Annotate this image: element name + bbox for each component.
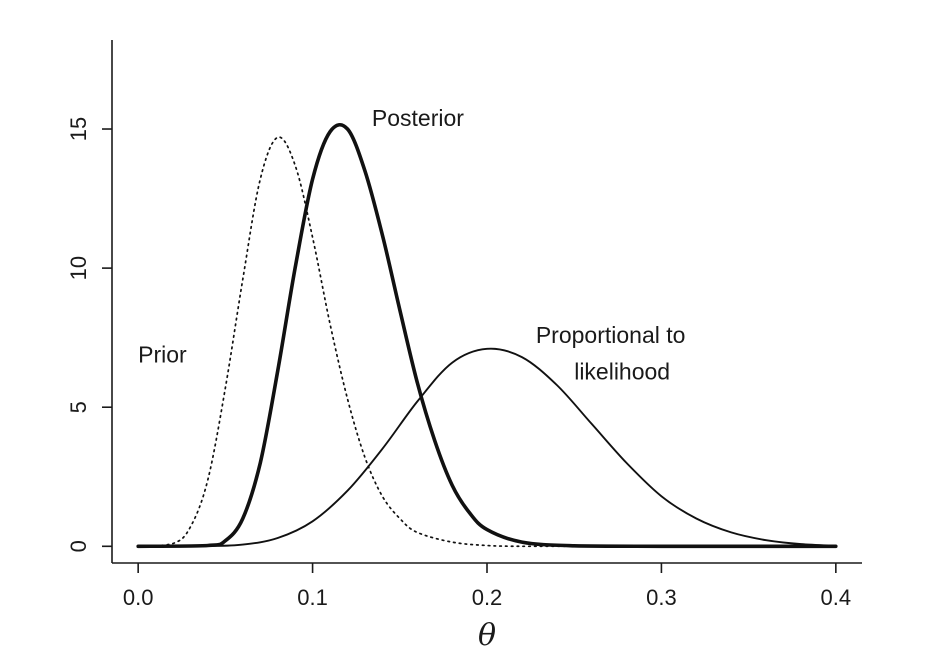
x-tick-label: 0.0 xyxy=(123,585,154,610)
proportional-to-likelihood-curve xyxy=(137,347,837,548)
axes: 0.0 0.1 0.2 0.3 0.4 0 5 10 15 θ xyxy=(66,40,862,653)
annotation-proportional-to: Proportional to xyxy=(536,322,686,348)
posterior-curve xyxy=(136,123,838,549)
y-tick-label: 5 xyxy=(66,401,91,413)
x-tick-label: 0.2 xyxy=(472,585,503,610)
x-tick-label: 0.3 xyxy=(646,585,677,610)
x-axis-label: θ xyxy=(478,618,496,653)
y-tick-label: 15 xyxy=(66,117,91,141)
annotation-likelihood: likelihood xyxy=(574,358,670,384)
y-tick-label: 10 xyxy=(66,256,91,280)
x-tick-label: 0.1 xyxy=(297,585,328,610)
density-curves xyxy=(136,123,838,549)
annotation-prior: Prior xyxy=(138,342,187,368)
curve-annotations: Posterior Prior Proportional to likelihood xyxy=(138,105,685,384)
annotation-posterior: Posterior xyxy=(372,105,464,131)
x-tick-label: 0.4 xyxy=(821,585,852,610)
prior-curve xyxy=(137,136,576,548)
y-tick-label: 0 xyxy=(66,540,91,552)
